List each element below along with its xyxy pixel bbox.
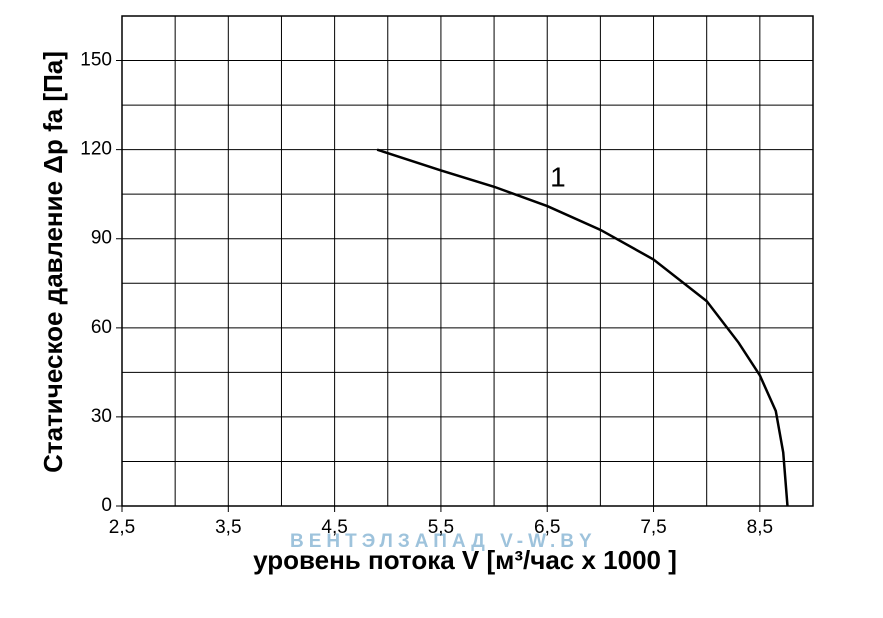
x-tick-label: 3,5: [215, 517, 241, 538]
y-tick-label: 150: [80, 50, 112, 71]
x-axis-title: уровень потока V [м³/час x 1000 ]: [253, 545, 677, 575]
x-tick-label: 8,5: [747, 517, 773, 538]
x-tick-label: 5,5: [428, 517, 454, 538]
watermark: ВЕНТЭЛЗАПАД V-W.BY: [290, 531, 597, 552]
curve: [376, 148, 789, 507]
x-tick-label: 2,5: [109, 517, 135, 538]
curve-label: 1: [550, 162, 566, 193]
plot-frame: [121, 15, 814, 507]
x-tick-label: 7,5: [640, 517, 666, 538]
x-tick-label: 4,5: [321, 517, 347, 538]
y-tick-label: 30: [91, 406, 112, 427]
y-tick-label: 60: [91, 317, 112, 338]
y-tick-label: 0: [101, 495, 112, 516]
y-tick-label: 120: [80, 139, 112, 160]
y-tick-label: 90: [91, 228, 112, 249]
y-axis-title: Статическое давление Δp fa [Па]: [38, 51, 68, 473]
x-tick-label: 6,5: [534, 517, 560, 538]
